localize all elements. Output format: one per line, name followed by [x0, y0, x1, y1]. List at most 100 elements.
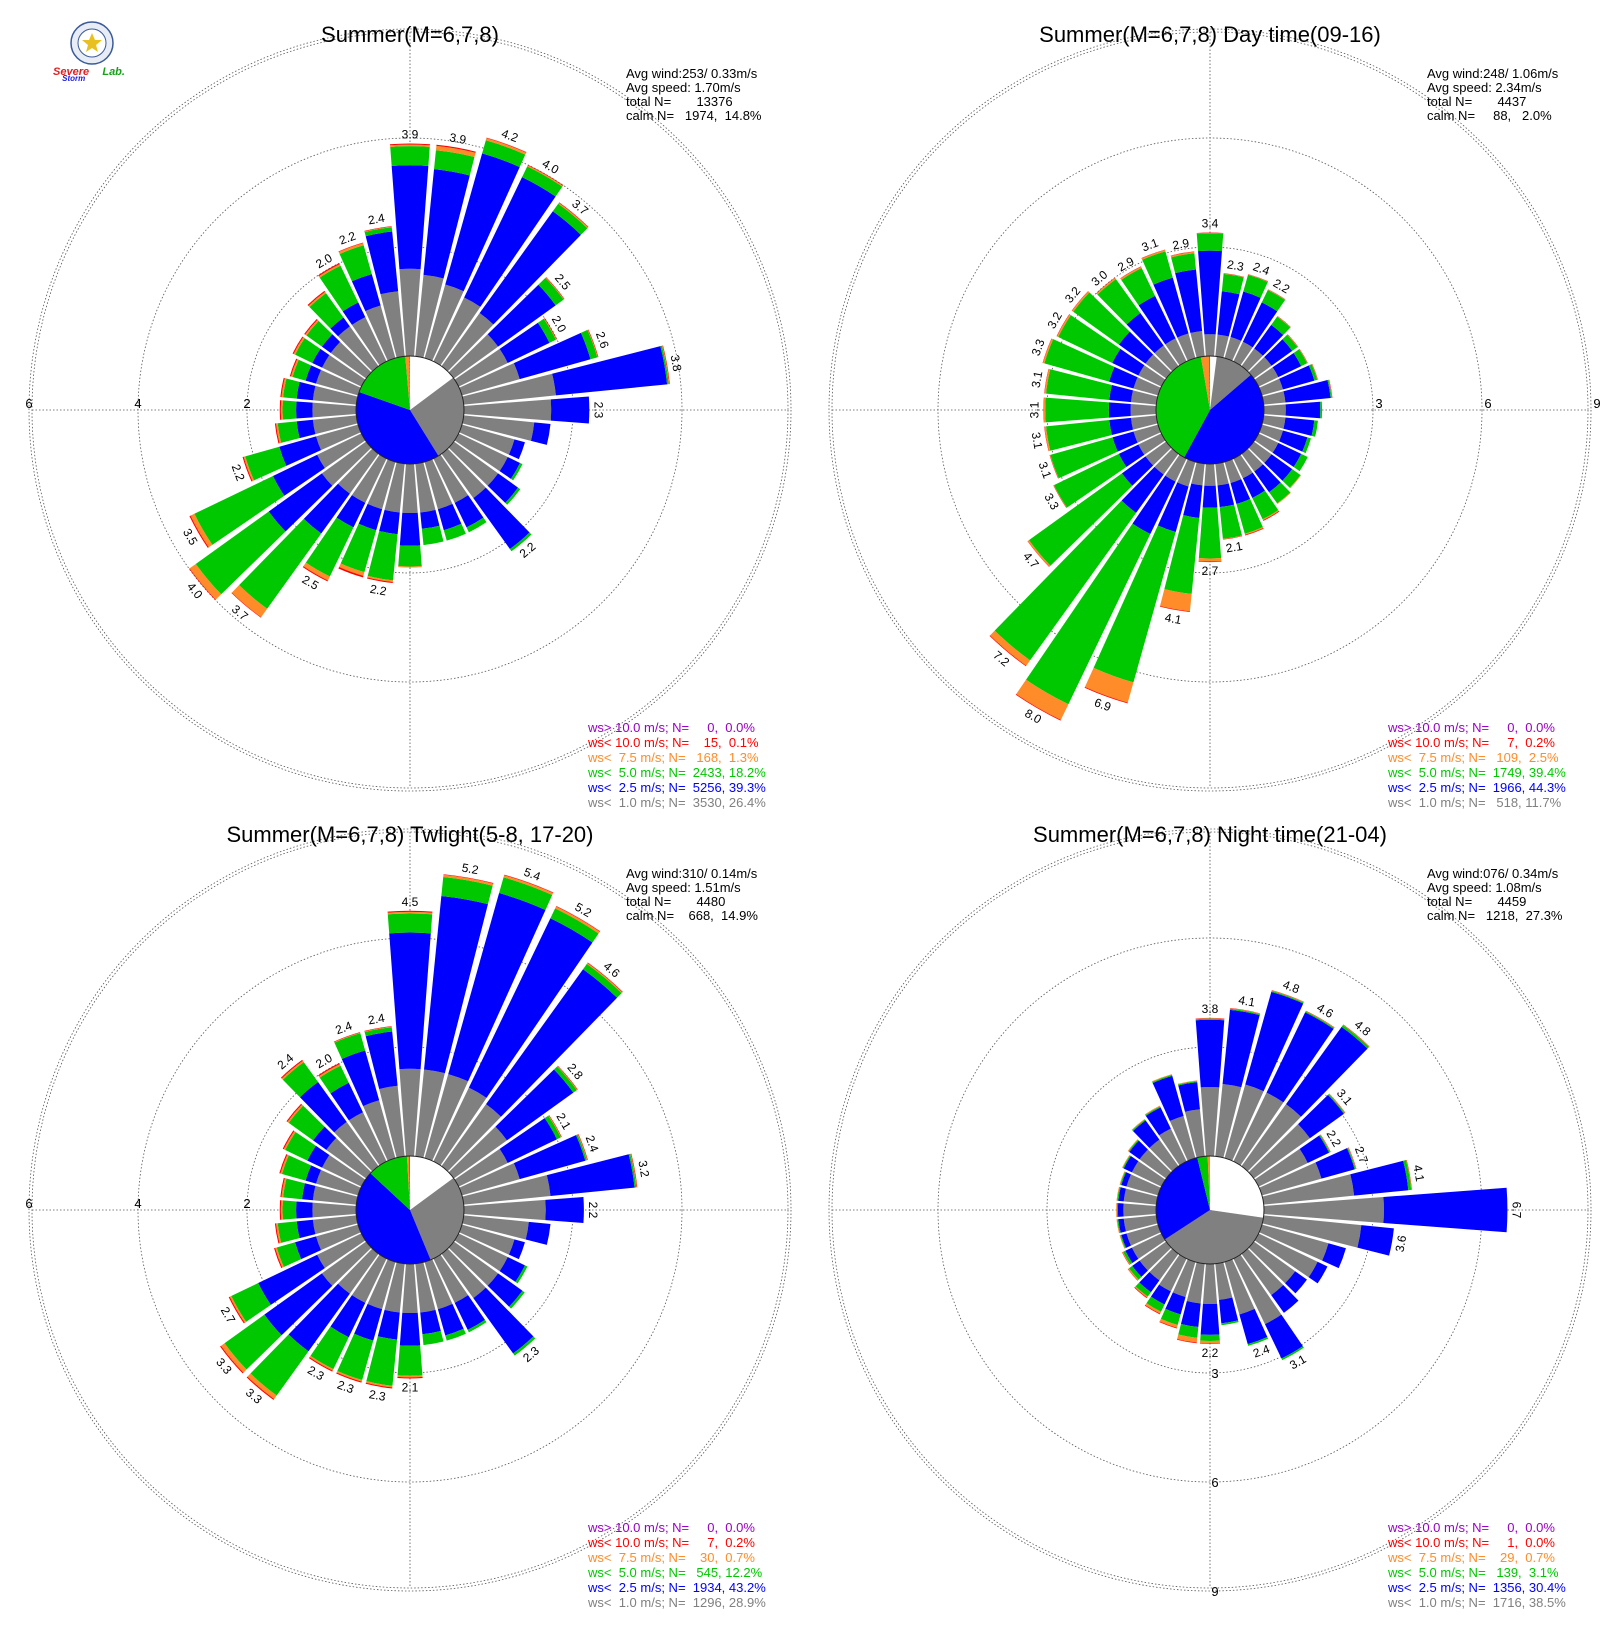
- wind-bar-segment: [303, 483, 350, 534]
- bar-total-label: 4.1: [1164, 610, 1183, 627]
- wind-bar-segment: [1126, 1174, 1161, 1196]
- wind-bar-segment: [459, 424, 515, 455]
- wind-bar-segment: [1016, 679, 1069, 720]
- wind-bar-segment: [441, 1104, 502, 1172]
- wind-bar-segment: [479, 211, 581, 325]
- calm-circle: [355, 1155, 465, 1265]
- wind-bar-segment: [1125, 1247, 1139, 1263]
- ring-label: 6: [1211, 1475, 1218, 1490]
- grid-ring: [828, 828, 1592, 1592]
- wind-bar-segment: [415, 274, 444, 358]
- wind-bar-segment: [545, 1196, 584, 1224]
- wind-bar-segment: [468, 918, 593, 1098]
- wind-bar-segment: [363, 1100, 396, 1161]
- logo-text-storm: Storm: [62, 74, 85, 83]
- wind-bar-segment: [1109, 417, 1134, 436]
- wind-bar-segment: [1233, 1254, 1282, 1325]
- bar-total-label: 6.9: [1092, 695, 1113, 714]
- wind-bar-segment: [308, 1357, 333, 1372]
- wind-bar-segment: [247, 1373, 277, 1400]
- wind-bar-segment: [1122, 1154, 1130, 1168]
- wind-bar-segment: [1129, 1140, 1148, 1160]
- wind-bar-segment: [463, 1199, 546, 1221]
- legend-entry: ws< 2.5 m/s; N= 1934, 43.2%: [587, 1580, 766, 1595]
- wind-bar-segment: [295, 338, 321, 363]
- wind-bar-segment: [1118, 331, 1154, 364]
- stat-calm: calm N= 1974, 14.8%: [626, 108, 762, 123]
- wind-bar-segment: [305, 365, 322, 384]
- wind-bar-segment: [277, 421, 300, 443]
- wind-bar-segment: [415, 462, 436, 513]
- wind-bar-segment: [1144, 1305, 1161, 1315]
- wind-bar-segment: [1117, 1203, 1124, 1217]
- wind-bar-segment: [577, 1134, 588, 1161]
- wind-bar-segment: [1311, 363, 1318, 380]
- stat-calm: calm N= 1218, 27.3%: [1427, 908, 1563, 923]
- wind-bar-segment: [1224, 1259, 1255, 1315]
- wind-bar-segment: [274, 1247, 283, 1269]
- wind-bar-segment: [1233, 454, 1253, 479]
- wind-bar-segment: [313, 1126, 337, 1150]
- wind-bar-segment: [317, 1233, 366, 1269]
- wind-bar-segment: [1165, 454, 1187, 482]
- wind-bar-segment: [587, 329, 599, 358]
- bar-total-label: 2.4: [583, 1133, 602, 1154]
- wind-bar-segment: [487, 1273, 523, 1307]
- panel-title: Summer(M=6,7,8): [321, 22, 499, 47]
- wind-bar-segment: [390, 144, 430, 147]
- wind-bar-segment: [1131, 1233, 1166, 1259]
- wind-bar-segment: [333, 1032, 361, 1043]
- wind-bar-segment: [1261, 289, 1286, 312]
- wind-bar-segment: [1145, 1303, 1162, 1314]
- wind-bar-segment: [1328, 379, 1333, 398]
- calm-pie-slice: [406, 1156, 410, 1210]
- wind-bar-segment: [1254, 324, 1284, 356]
- wind-bar-segment: [513, 332, 591, 380]
- wind-bar-segment: [1177, 459, 1196, 487]
- logo-text-severe: Severe: [53, 66, 89, 78]
- wind-bar-segment: [1254, 367, 1279, 387]
- ring-label: 4: [134, 396, 141, 411]
- wind-bar-segment: [1127, 1268, 1138, 1281]
- ring-label: 2: [243, 396, 250, 411]
- wind-bar-segment: [1120, 1171, 1127, 1186]
- legend-entry: ws< 2.5 m/s; N= 5256, 39.3%: [587, 780, 766, 795]
- wind-bar-segment: [448, 1241, 499, 1286]
- wind-bar-segment: [264, 1273, 333, 1336]
- legend-entry: ws> 10.0 m/s; N= 0, 0.0%: [587, 1520, 755, 1535]
- calm-pie-slice: [410, 1177, 464, 1260]
- wind-bar-segment: [1133, 377, 1161, 396]
- calm-pie-slice: [1207, 1156, 1210, 1210]
- wind-bar-segment: [423, 169, 470, 279]
- bar-total-label: 2.2: [229, 462, 248, 483]
- wind-bar-segment: [1242, 302, 1278, 348]
- wind-bar-segment: [1138, 295, 1176, 345]
- wind-bar-segment: [1248, 274, 1268, 282]
- wind-bar-segment: [402, 463, 418, 514]
- legend-entry: ws< 7.5 m/s; N= 168, 1.3%: [587, 750, 759, 765]
- wind-bar-segment: [318, 263, 340, 277]
- wind-bar-segment: [336, 495, 366, 528]
- wind-bar-segment: [990, 630, 1031, 666]
- wind-bar-segment: [296, 381, 316, 401]
- bar-total-label: 2.1: [402, 1380, 419, 1394]
- wind-bar-segment: [1230, 479, 1251, 504]
- panel-title: Summer(M=6,7,8) Night time(21-04): [1033, 822, 1387, 847]
- svg-text:Severe Storm Lab.: Severe Storm Lab.: [53, 66, 125, 84]
- wind-bar-segment: [1042, 338, 1054, 364]
- stat-total: total N= 13376: [626, 94, 733, 109]
- wind-bar-segment: [280, 1059, 303, 1079]
- wind-bar-segment: [367, 577, 393, 584]
- wind-bar-segment: [292, 359, 312, 381]
- wind-bar-segment: [229, 1296, 247, 1323]
- wind-bar-segment: [390, 143, 430, 146]
- wind-bar-segment: [1305, 1010, 1335, 1028]
- wind-bar-segment: [505, 487, 521, 505]
- wind-bar-segment: [1134, 1286, 1148, 1298]
- legend-entry: ws< 2.5 m/s; N= 1356, 30.4%: [1387, 1580, 1566, 1595]
- wind-bar-segment: [1252, 490, 1279, 520]
- wind-bar-segment: [309, 1355, 334, 1371]
- wind-bar-segment: [1130, 404, 1157, 416]
- wind-bar-segment: [1236, 498, 1263, 534]
